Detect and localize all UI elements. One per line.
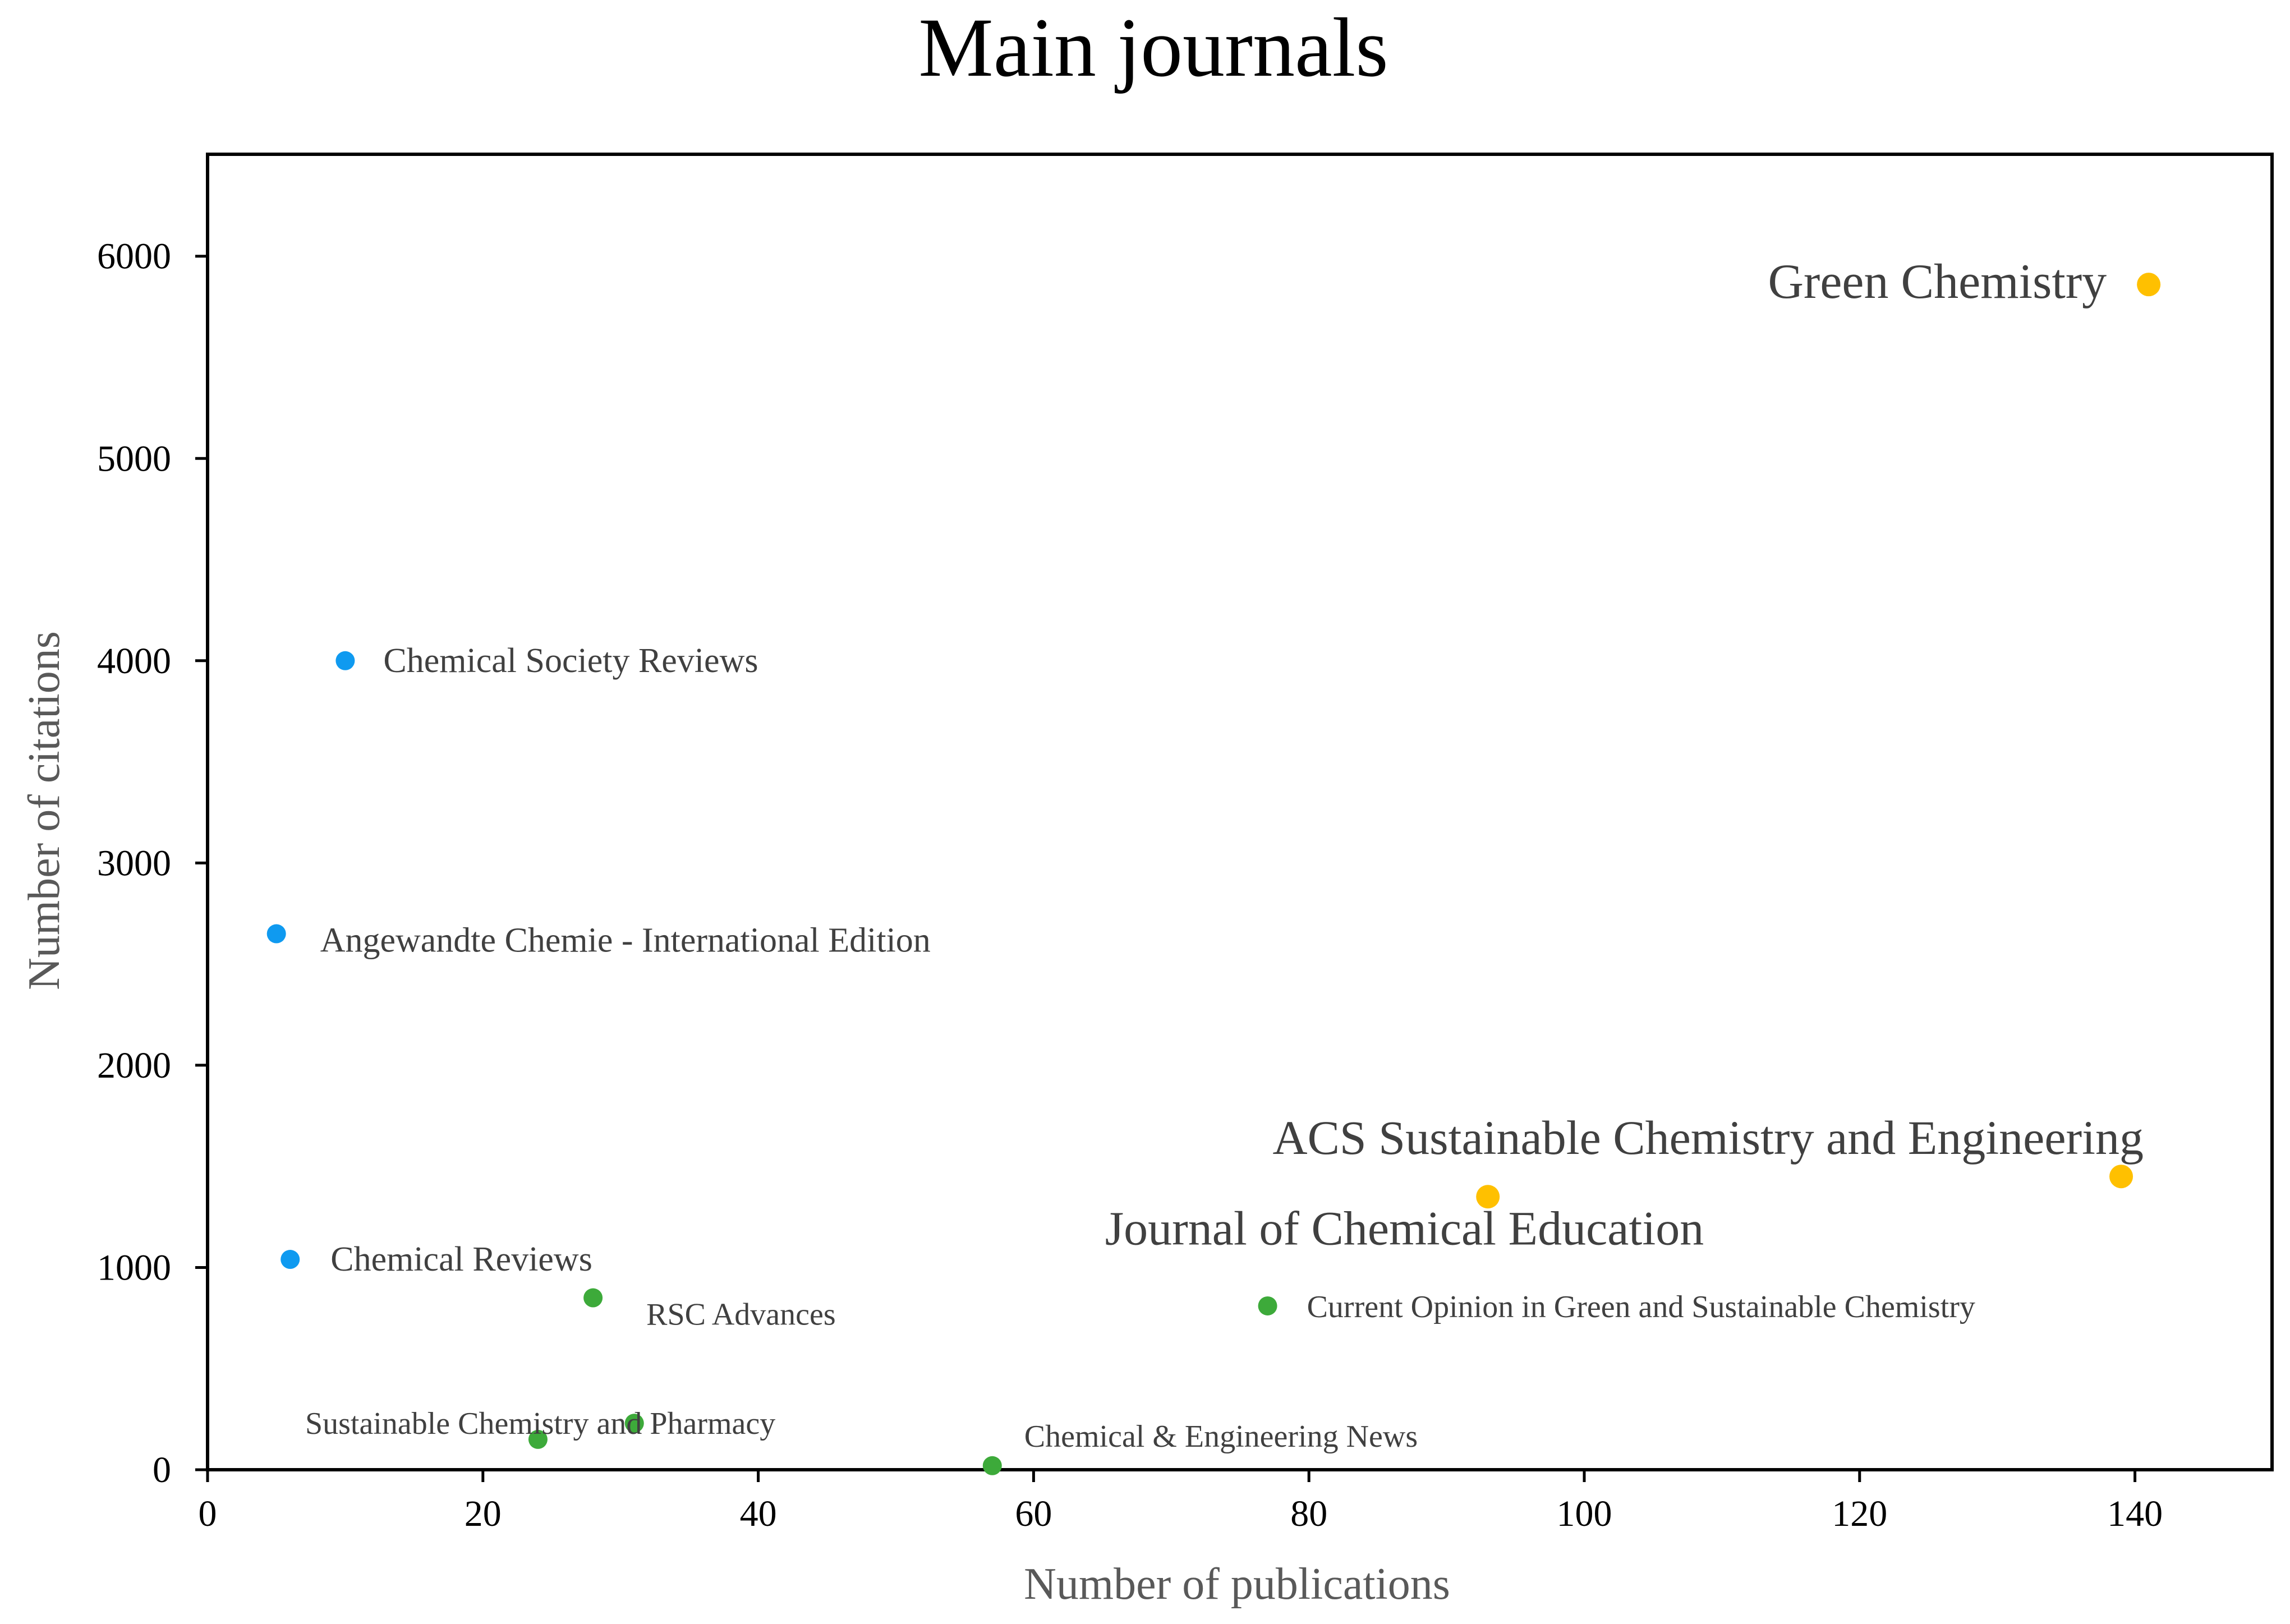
x-tick-label: 40	[740, 1493, 777, 1534]
y-tick-label: 2000	[97, 1045, 171, 1086]
point-label: RSC Advances	[646, 1298, 836, 1332]
point-label: Green Chemistry	[1768, 255, 2107, 309]
x-tick-label: 0	[199, 1493, 217, 1534]
point-label: Chemical & Engineering News	[1024, 1419, 1418, 1454]
y-tick-label: 0	[153, 1450, 171, 1490]
x-axis-label: Number of publications	[1024, 1559, 1450, 1609]
point-label: ACS Sustainable Chemistry and Engineerin…	[1272, 1111, 2144, 1165]
data-point	[280, 1250, 300, 1269]
data-point	[583, 1288, 603, 1308]
y-axis-ticks: 0 1000 2000 3000 4000 5000 6000	[97, 236, 208, 1490]
data-point	[266, 924, 286, 944]
data-labels: Green Chemistry ACS Sustainable Chemistry…	[305, 255, 2144, 1454]
y-tick-label: 4000	[97, 641, 171, 682]
x-axis-ticks: 0 20 40 60 80 100 120 140	[199, 1470, 2163, 1534]
x-tick-label: 80	[1290, 1493, 1327, 1534]
data-point	[2137, 273, 2161, 297]
y-tick-label: 5000	[97, 438, 171, 479]
point-label: Journal of Chemical Education	[1105, 1201, 1704, 1255]
data-point	[982, 1456, 1002, 1475]
point-label: Current Opinion in Green and Sustainable…	[1307, 1290, 1975, 1324]
plot-frame	[206, 153, 2274, 1471]
x-tick-label: 20	[465, 1493, 502, 1534]
data-point	[1258, 1296, 1277, 1315]
x-tick-label: 120	[1832, 1493, 1887, 1534]
data-point	[335, 651, 355, 670]
data-point	[624, 1414, 644, 1433]
point-label: Sustainable Chemistry and Pharmacy	[305, 1406, 775, 1441]
data-point	[1476, 1185, 1500, 1209]
y-axis-label: Number of citations	[20, 631, 69, 990]
x-tick-label: 140	[2107, 1493, 2163, 1534]
data-point	[2109, 1165, 2133, 1189]
x-tick-label: 60	[1015, 1493, 1052, 1534]
y-tick-label: 3000	[97, 843, 171, 884]
point-label: Chemical Society Reviews	[383, 642, 758, 680]
point-label: Angewandte Chemie - International Editio…	[320, 922, 931, 960]
data-points	[266, 273, 2161, 1475]
data-point	[528, 1429, 548, 1449]
point-label: Chemical Reviews	[330, 1240, 592, 1278]
x-tick-label: 100	[1557, 1493, 1612, 1534]
y-tick-label: 1000	[97, 1247, 171, 1288]
y-tick-label: 6000	[97, 236, 171, 277]
chart-title: Main journals	[918, 1, 1388, 94]
